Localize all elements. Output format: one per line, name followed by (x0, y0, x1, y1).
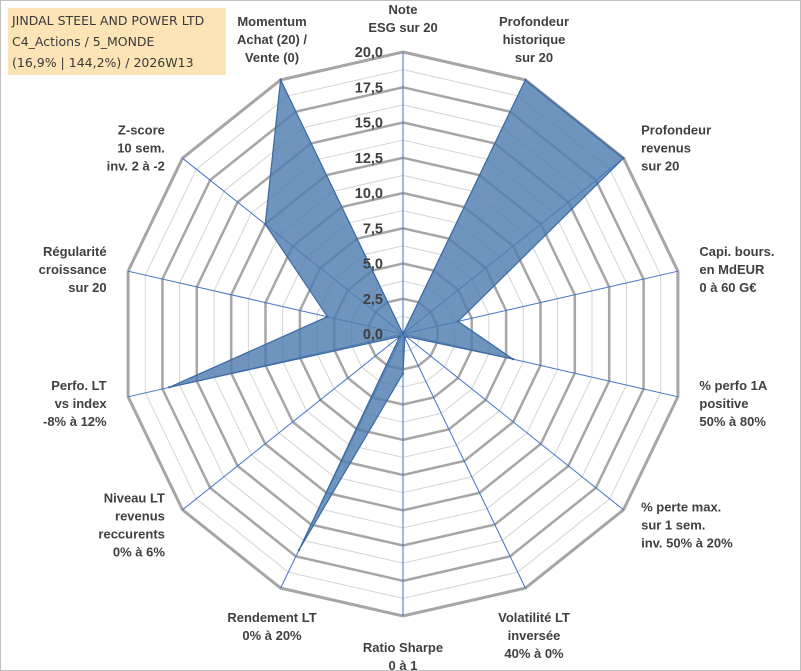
axis-label-line: sur 20 (515, 50, 553, 65)
axis-label-line: % perte max. (641, 499, 721, 514)
axis-label: Régularité croissance sur 20 (39, 244, 107, 295)
axis-label-line: 10 sem. (117, 141, 165, 156)
axis-label: Momentum Achat (20) / Vente (0) (237, 14, 307, 65)
tick-label: 5,0 (363, 257, 383, 273)
axis-label-line: Profondeur (641, 123, 711, 138)
axis-label-line: 0 à 1 (389, 658, 418, 671)
radar-axis-labels: Note ESG sur 20 Profondeur historique sur 20… (39, 2, 775, 671)
radar-tick-labels: 0,0 2,5 5,0 7,5 10,0 12,5 15,0 17,5 20,0 (355, 45, 383, 343)
axis-label: Rendement LT 0% à 20% (227, 610, 316, 643)
axis-spoke (182, 333, 404, 511)
axis-label-line: croissance (39, 262, 107, 277)
radar-series (168, 77, 625, 552)
data-point (168, 386, 171, 389)
axis-label-line: Régularité (43, 244, 107, 259)
axis-label-line: inv. 2 à -2 (107, 159, 165, 174)
axis-label-line: ESG sur 20 (368, 20, 437, 35)
data-point (511, 357, 515, 361)
chart-title-box: JINDAL STEEL AND POWER LTD C4_Actions / … (8, 8, 226, 75)
tick-label: 7,5 (363, 221, 383, 237)
axis-label-line: Capi. bours. (699, 244, 774, 259)
axis-label-line: inv. 50% à 20% (641, 535, 733, 550)
axis-label: Niveau LT revenus reccurents 0% à 6% (98, 490, 165, 559)
axis-label-line: Note (389, 2, 418, 17)
axis-label: % perte max. sur 1 sem. inv. 50% à 20% (641, 499, 733, 550)
axis-spoke (402, 333, 526, 589)
tick-label: 15,0 (355, 116, 383, 132)
axis-label: Capi. bours. en MdEUR 0 à 60 G€ (699, 244, 774, 295)
tick-label: 20,0 (355, 45, 383, 61)
data-point (622, 157, 625, 160)
category-path: C4_Actions / 5_MONDE (12, 34, 155, 49)
axis-label-line: revenus (115, 508, 165, 523)
axis-label-line: Volatilité LT (498, 610, 570, 625)
data-point (398, 335, 401, 338)
axis-label-line: en MdEUR (699, 262, 765, 277)
tick-label: 17,5 (355, 80, 383, 96)
axis-label-line: 50% à 80% (699, 414, 766, 429)
axis-label-line: historique (503, 32, 566, 47)
axis-label-line: inversée (508, 628, 561, 643)
axis-label-line: 40% à 0% (504, 646, 564, 661)
axis-label-line: positive (699, 396, 748, 411)
axis-label-line: Z-score (118, 123, 165, 138)
axis-label-line: Rendement LT (227, 610, 316, 625)
data-point (401, 332, 405, 336)
data-point (403, 336, 406, 339)
axis-label-line: % perfo 1A (699, 378, 768, 393)
axis-label: % perfo 1A positive 50% à 80% (699, 378, 768, 429)
axis-label: Perfo. LT vs index -8% à 12% (43, 378, 107, 429)
axis-label-line: Achat (20) / (237, 32, 307, 47)
axis-label: Volatilité LT inversée 40% à 0% (498, 610, 570, 661)
axis-label: Profondeur revenus sur 20 (641, 123, 711, 174)
tick-label: 10,0 (355, 186, 383, 202)
data-point (279, 78, 282, 82)
axis-label-line: Vente (0) (245, 50, 299, 65)
axis-label: Note ESG sur 20 (368, 2, 437, 35)
axis-label-line: Perfo. LT (51, 378, 106, 393)
axis-label: Ratio Sharpe 0 à 1 (363, 640, 443, 671)
tick-label: 2,5 (363, 292, 383, 308)
company-name: JINDAL STEEL AND POWER LTD (12, 13, 205, 28)
axis-label-line: Momentum (237, 14, 306, 29)
data-point (264, 222, 267, 226)
data-point (401, 372, 405, 375)
axis-label-line: sur 1 sem. (641, 517, 705, 532)
axis-label-line: sur 20 (68, 280, 106, 295)
data-point (524, 78, 527, 82)
performance-week: (16,9% | 144,2%) / 2026W13 (12, 55, 194, 70)
axis-label-line: Ratio Sharpe (363, 640, 443, 655)
tick-label: 0,0 (363, 327, 383, 343)
axis-spoke (402, 333, 624, 511)
axis-label-line: 0% à 6% (113, 544, 165, 559)
tick-label: 12,5 (355, 151, 383, 167)
axis-label-line: -8% à 12% (43, 414, 107, 429)
data-point (456, 320, 460, 323)
data-point (297, 548, 301, 552)
axis-label-line: vs index (55, 396, 108, 411)
axis-label-line: reccurents (98, 526, 164, 541)
axis-label: Profondeur historique sur 20 (499, 14, 569, 65)
axis-label-line: Profondeur (499, 14, 569, 29)
axis-label-line: sur 20 (641, 159, 679, 174)
axis-label-line: 0% à 20% (242, 628, 302, 643)
data-point (326, 315, 329, 318)
axis-label-line: revenus (641, 141, 691, 156)
axis-label-line: 0 à 60 G€ (699, 280, 756, 295)
series-area (169, 77, 625, 551)
axis-label: Z-score 10 sem. inv. 2 à -2 (107, 123, 165, 174)
axis-label-line: Niveau LT (104, 490, 165, 505)
